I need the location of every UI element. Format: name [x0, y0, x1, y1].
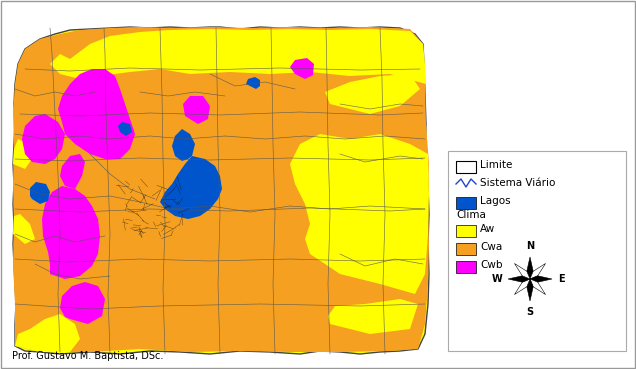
Polygon shape: [13, 27, 429, 354]
Polygon shape: [118, 122, 132, 136]
Polygon shape: [160, 156, 222, 219]
Polygon shape: [328, 299, 418, 334]
Bar: [456, 161, 476, 173]
Bar: [448, 151, 626, 351]
Polygon shape: [60, 282, 105, 324]
Polygon shape: [13, 27, 429, 352]
Text: N: N: [526, 241, 534, 251]
Text: E: E: [558, 274, 565, 284]
Text: Aw: Aw: [480, 224, 495, 234]
Text: Cwa: Cwa: [480, 242, 502, 252]
Polygon shape: [527, 279, 533, 301]
Polygon shape: [42, 186, 100, 279]
Text: Prof. Gustavo M. Baptista, DSc.: Prof. Gustavo M. Baptista, DSc.: [12, 351, 163, 361]
Text: Limite: Limite: [480, 160, 513, 170]
Text: W: W: [491, 274, 502, 284]
Text: Lagos: Lagos: [480, 196, 511, 206]
Bar: [456, 225, 476, 237]
Text: Clima: Clima: [456, 210, 486, 220]
Polygon shape: [290, 58, 314, 79]
Polygon shape: [58, 69, 135, 159]
Polygon shape: [172, 129, 195, 161]
Polygon shape: [30, 182, 50, 204]
Text: S: S: [527, 307, 534, 317]
Polygon shape: [530, 263, 546, 279]
Bar: [456, 243, 476, 255]
Polygon shape: [530, 279, 546, 294]
Polygon shape: [527, 257, 533, 279]
Polygon shape: [515, 279, 530, 294]
Polygon shape: [13, 214, 35, 244]
Polygon shape: [60, 154, 85, 189]
Bar: [456, 261, 476, 273]
Polygon shape: [508, 276, 530, 282]
Polygon shape: [183, 96, 210, 124]
Text: Sistema Viário: Sistema Viário: [480, 178, 555, 188]
Polygon shape: [325, 74, 420, 114]
Bar: [456, 197, 476, 209]
Polygon shape: [22, 114, 65, 164]
Polygon shape: [530, 276, 552, 282]
Polygon shape: [246, 77, 260, 89]
Polygon shape: [15, 314, 80, 352]
Polygon shape: [515, 263, 530, 279]
Text: Cwb: Cwb: [480, 260, 502, 270]
Polygon shape: [50, 29, 426, 84]
Polygon shape: [290, 134, 429, 294]
Polygon shape: [13, 139, 32, 169]
